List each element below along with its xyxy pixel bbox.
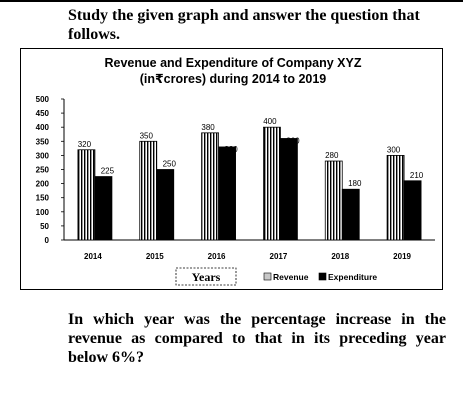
x-tick-label-2015: 2015 (146, 252, 164, 261)
bar-expenditure-2016 (218, 146, 236, 241)
x-tick-label-2019: 2019 (393, 252, 411, 261)
legend-swatch-expenditure (318, 272, 327, 281)
axes (63, 99, 435, 241)
y-tick-label: 350 (36, 137, 50, 146)
bar-revenue-2018 (324, 160, 343, 241)
bar-revenue-2019 (386, 155, 405, 241)
top-rule (0, 0, 463, 2)
legend-label-expenditure: Expenditure (328, 272, 377, 282)
legend: Revenue Expenditure (263, 272, 377, 282)
chart-frame: Revenue and Expenditure of Company XYZ (… (20, 48, 443, 290)
bar-revenue-2016 (201, 132, 219, 241)
y-tick-label: 150 (36, 194, 50, 203)
y-tick-label: 100 (36, 208, 50, 217)
data-label-revenue-2019: 300 (387, 145, 401, 154)
data-label-expenditure-2014: 225 (101, 167, 115, 176)
data-label-expenditure-2019: 210 (410, 171, 424, 180)
y-tick-label: 0 (45, 236, 50, 245)
data-label-revenue-2015: 350 (140, 131, 154, 140)
y-tick-label: 400 (36, 123, 50, 132)
x-axis-label-box (175, 267, 237, 286)
x-tick-label-2017: 2017 (270, 252, 288, 261)
data-label-revenue-2014: 320 (78, 140, 92, 149)
y-axis-ticks: 0 50 100 150 200 250 300 350 400 450 500 (36, 95, 64, 245)
question-text: In which year was the percentage increas… (68, 311, 446, 366)
chart-title-line1: Revenue and Expenditure of Company XYZ (105, 56, 362, 70)
x-axis-ticks: 2014 2015 2016 2017 2018 2019 (84, 252, 412, 261)
bar-expenditure-2014 (94, 176, 113, 241)
data-label-expenditure-2018: 180 (348, 179, 362, 188)
y-tick-label: 200 (36, 180, 50, 189)
x-tick-label-2018: 2018 (331, 252, 349, 261)
legend-swatch-revenue (263, 272, 272, 281)
y-tick-label: 500 (36, 95, 50, 104)
data-label-revenue-2018: 280 (325, 151, 339, 160)
y-tick-label: 300 (36, 151, 50, 160)
y-tick-label: 250 (36, 166, 50, 175)
legend-label-revenue: Revenue (273, 272, 309, 282)
bar-expenditure-2015 (156, 169, 175, 241)
x-axis-label: Years (192, 270, 221, 284)
bars: 320 225 350 250 380 330 400 360 280 180 300 210 (77, 117, 424, 241)
data-label-expenditure-2016: 330 (224, 145, 238, 154)
bar-revenue-2015 (139, 140, 158, 241)
x-tick-label-2016: 2016 (208, 252, 226, 261)
intro-text: Study the given graph and answer the que… (68, 7, 420, 43)
bar-expenditure-2017 (280, 138, 298, 241)
bar-revenue-2017 (263, 126, 281, 241)
y-tick-label: 50 (40, 222, 49, 231)
data-label-revenue-2017: 400 (263, 117, 277, 126)
bar-chart: Revenue and Expenditure of Company XYZ (… (36, 56, 435, 286)
data-label-expenditure-2015: 250 (163, 160, 177, 169)
bar-revenue-2014 (77, 149, 96, 241)
data-label-revenue-2016: 380 (201, 123, 215, 132)
bar-expenditure-2019 (403, 180, 422, 241)
data-label-expenditure-2017: 360 (286, 136, 300, 145)
y-tick-label: 450 (36, 109, 50, 118)
chart-title-line2: (in₹crores) during 2014 to 2019 (140, 72, 327, 86)
bar-expenditure-2018 (341, 188, 360, 241)
x-tick-label-2014: 2014 (84, 252, 102, 261)
